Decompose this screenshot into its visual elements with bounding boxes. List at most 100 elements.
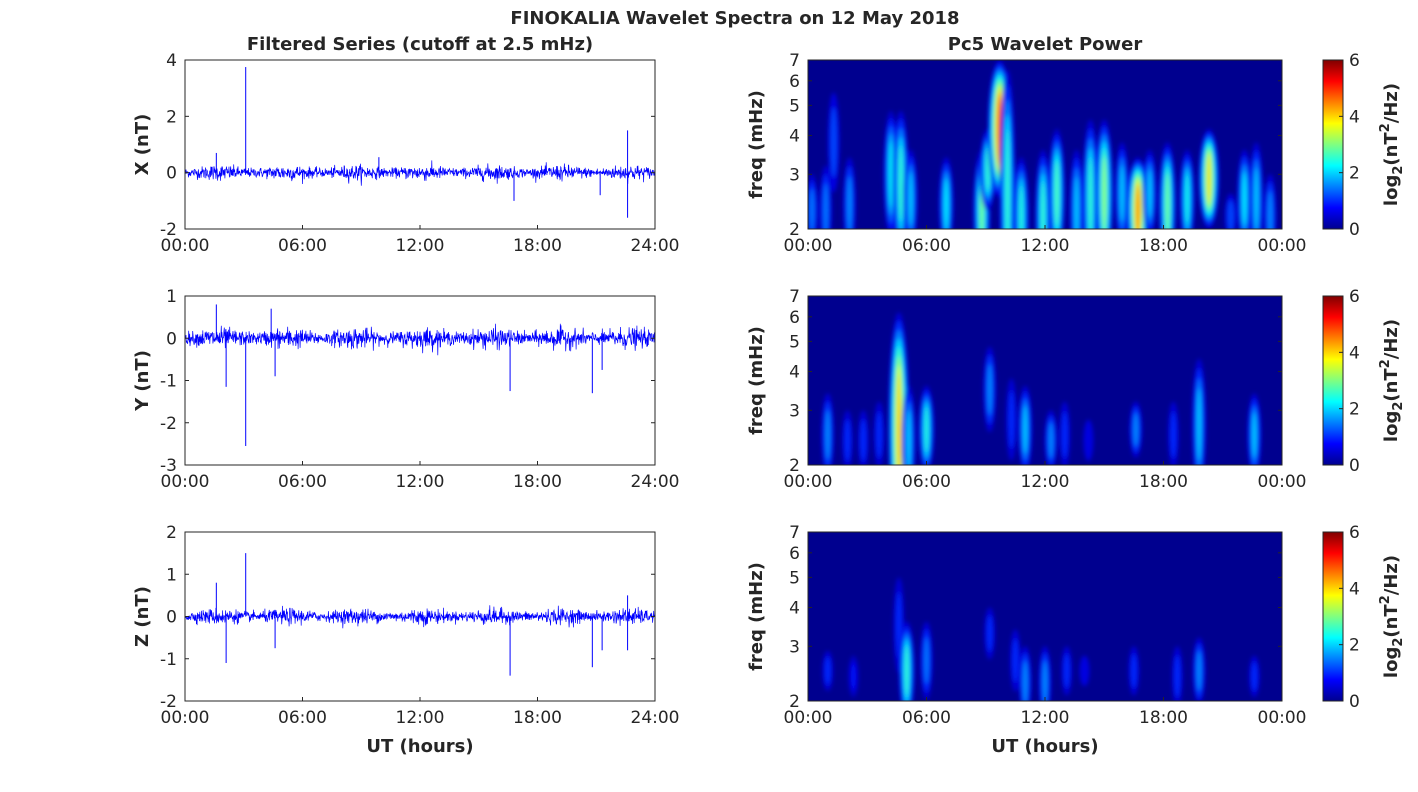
wavelet-blob — [1038, 646, 1052, 701]
colorbar-label-part: log — [1381, 647, 1402, 678]
colorbar-tick-label: 0 — [1349, 456, 1360, 476]
freq-tick-label: 5 — [789, 568, 800, 588]
wavelet-blob — [1018, 646, 1032, 701]
wavelet-blob — [1191, 358, 1207, 465]
panel-x: -2 0 2 4 00:00 06:00 12:00 18:00 24:00 X (nT) 2 3 4 5… — [132, 51, 1406, 256]
colorbar-gradient — [1322, 295, 1344, 466]
freq-tick-label: 3 — [789, 637, 800, 657]
ytick-label: 2 — [166, 107, 177, 127]
ytick-label: 1 — [166, 565, 177, 585]
wavelet-blob — [1179, 149, 1196, 229]
timeseries-axes-z: -2 -1 0 1 2 00:00 06:00 12:00 18:00 24:00 Z (nT) — [132, 523, 680, 728]
xtick-label: 00:00 — [161, 708, 210, 728]
series-line-x — [184, 160, 656, 186]
colorbar-label-part: (nT — [1381, 604, 1402, 638]
wavelet-blob — [903, 149, 918, 229]
wavelet-blob — [999, 70, 1016, 229]
right-xlabel: UT (hours) — [991, 736, 1098, 757]
wavelet-power-map — [821, 312, 1262, 465]
wavelet-blob — [1171, 646, 1183, 701]
freq-tick-label: 4 — [789, 126, 800, 146]
xtick-label: 00:00 — [784, 472, 833, 492]
wavelet-blob — [1224, 193, 1237, 229]
colorbar-tick-label: 6 — [1349, 523, 1360, 543]
xtick-label: 24:00 — [631, 708, 680, 728]
xtick-label: 06:00 — [278, 472, 327, 492]
xtick-label: 12:00 — [396, 236, 445, 256]
wavelet-axes-y: 2 3 4 5 67 00:00 06:00 12:00 18:00 00:00 freq (mHz… — [746, 287, 1307, 492]
ytick-label: 1 — [166, 287, 177, 307]
xtick-label: 06:00 — [902, 472, 951, 492]
xtick-label: 00:00 — [1258, 472, 1307, 492]
colorbar-tick-label: 6 — [1349, 287, 1360, 307]
wavelet-blob — [857, 410, 869, 465]
plot-background — [185, 296, 655, 465]
wavelet-blob — [822, 650, 834, 691]
left-xlabel: UT (hours) — [366, 736, 473, 757]
wavelet-blob — [938, 157, 954, 229]
ylabel-y: Y (nT) — [132, 350, 153, 412]
ytick-label: -1 — [160, 650, 177, 670]
wavelet-blob — [1247, 393, 1262, 465]
xtick-label: 12:00 — [1021, 236, 1070, 256]
wavelet-blob — [1249, 142, 1264, 229]
colorbar-tick-label: 4 — [1349, 343, 1360, 363]
wavelet-blob — [1013, 157, 1030, 229]
wavelet-blob — [918, 385, 935, 465]
xtick-label: 18:00 — [1139, 472, 1188, 492]
wavelet-blob — [1248, 655, 1260, 698]
wavelet-blob — [1018, 385, 1033, 465]
wavelet-blob — [1083, 419, 1094, 462]
freq-ylabel: freq (mHz) — [746, 90, 767, 199]
wavelet-blob — [1079, 655, 1090, 687]
xtick-label: 12:00 — [396, 472, 445, 492]
wavelet-blob — [873, 401, 885, 465]
freq-tick-label: 4 — [789, 362, 800, 382]
left-column-title: Filtered Series (cutoff at 2.5 mHz) — [247, 34, 593, 55]
colorbar-label: log2(nT2/Hz) — [1378, 319, 1406, 442]
freq-tick-label: 2 — [789, 220, 800, 240]
wavelet-blob — [821, 393, 835, 465]
wavelet-power-map — [822, 577, 1260, 701]
wavelet-blob — [819, 165, 833, 229]
colorbar-gradient — [1322, 59, 1344, 230]
xtick-label: 12:00 — [1021, 472, 1070, 492]
ytick-label: -1 — [160, 372, 177, 392]
wavelet-blob — [1198, 128, 1220, 229]
right-column-title: Pc5 Wavelet Power — [948, 34, 1143, 55]
ytick-label: 0 — [166, 329, 177, 349]
wavelet-blob — [842, 157, 857, 229]
ytick-label: 2 — [166, 523, 177, 543]
colorbar-label-part: 2 — [1391, 638, 1406, 647]
xtick-label: 00:00 — [784, 708, 833, 728]
wavelet-blob — [1034, 149, 1052, 229]
wavelet-blob — [1128, 646, 1140, 696]
xtick-label: 00:00 — [784, 236, 833, 256]
wavelet-blob — [1142, 149, 1157, 229]
freq-tick-label: 6 — [789, 544, 800, 564]
ylabel-z: Z (nT) — [132, 586, 153, 647]
wavelet-blob — [1129, 401, 1143, 458]
wavelet-blob — [1069, 149, 1084, 229]
ytick-label: -3 — [160, 456, 177, 476]
wavelet-blob — [1009, 629, 1021, 692]
freq-tick-label: 6 — [789, 308, 800, 328]
xtick-label: 18:00 — [513, 236, 562, 256]
series-line-y — [184, 323, 656, 356]
colorbar-label-part: log — [1381, 411, 1402, 442]
panel-y: -3 -2 -1 0 1 00:00 06:00 12:00 18:00 24:00 Y (nT) 2… — [132, 287, 1406, 492]
xtick-label: 06:00 — [902, 236, 951, 256]
wavelet-blob — [1263, 174, 1277, 229]
colorbar-label-part: (nT — [1381, 368, 1402, 402]
wavelet-blob — [1158, 142, 1177, 229]
colorbar-tick-label: 6 — [1349, 51, 1360, 71]
wavelet-blob — [1095, 119, 1114, 229]
xtick-label: 06:00 — [278, 236, 327, 256]
freq-ylabel: freq (mHz) — [746, 562, 767, 671]
freq-tick-label: 7 — [789, 287, 800, 307]
freq-tick-label: 7 — [789, 523, 800, 543]
